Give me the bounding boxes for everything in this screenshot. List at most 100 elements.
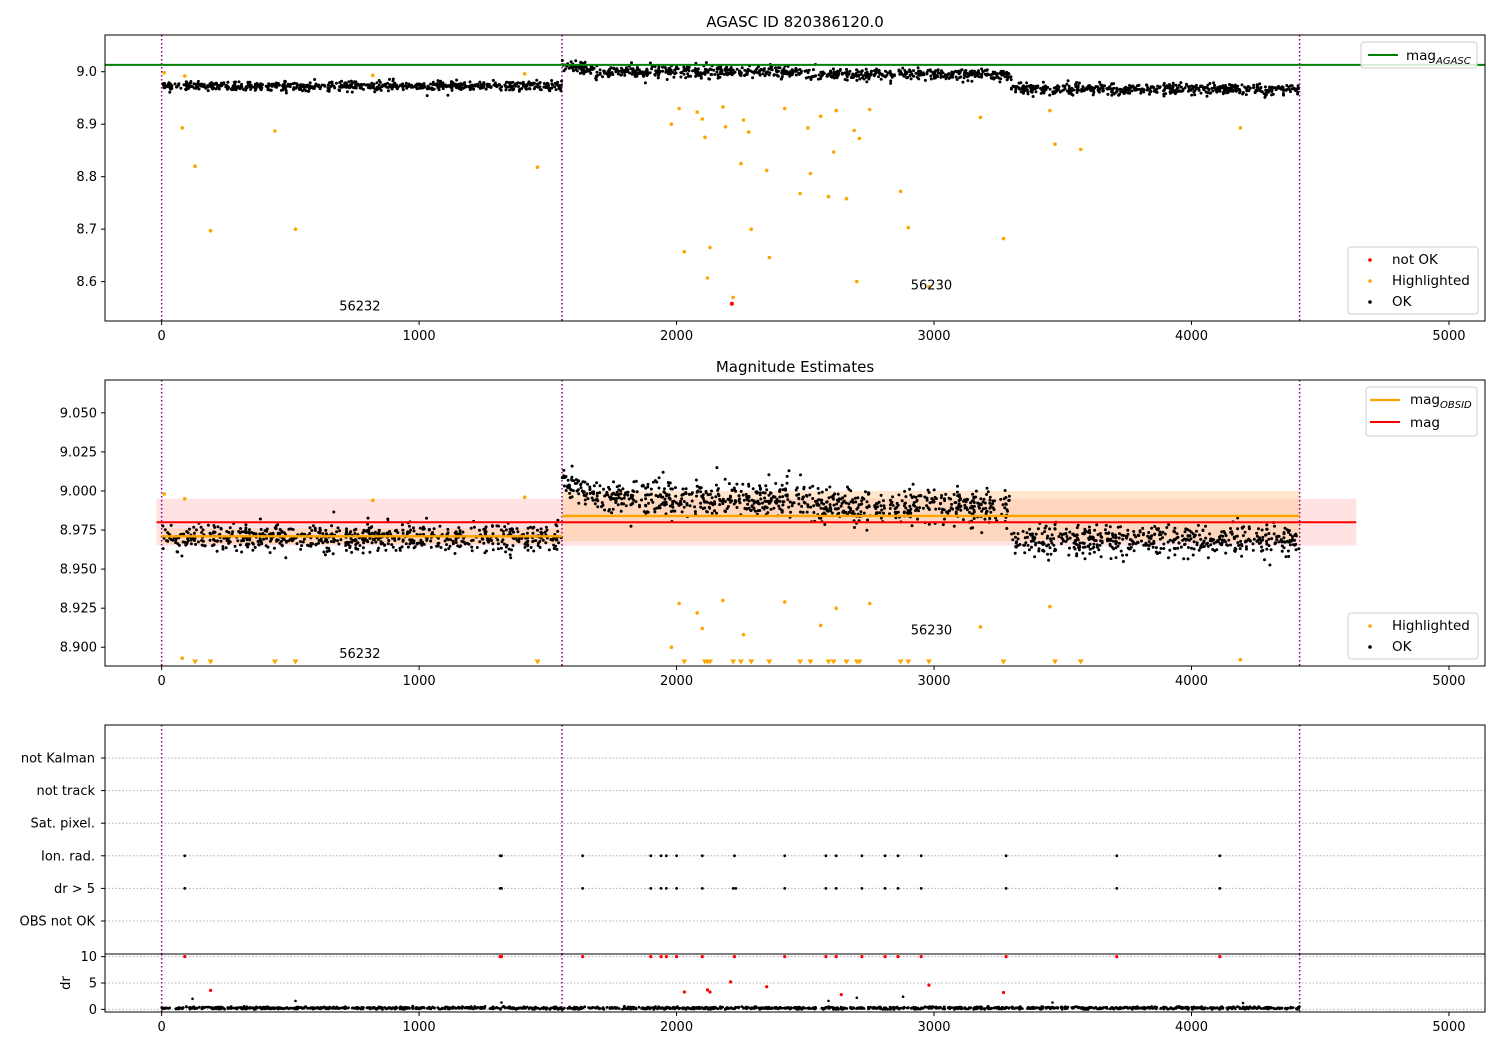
highlighted-point bbox=[783, 107, 787, 111]
ok-point bbox=[362, 546, 365, 549]
highlighted-point bbox=[162, 492, 166, 496]
ok-point bbox=[938, 72, 941, 75]
ok-point bbox=[915, 507, 918, 510]
ok-point bbox=[825, 488, 828, 491]
ok-point bbox=[877, 75, 880, 78]
ok-point bbox=[711, 496, 714, 499]
ok-point bbox=[401, 545, 404, 548]
flag-point bbox=[701, 887, 704, 890]
ok-point bbox=[492, 532, 495, 535]
ok-point bbox=[948, 77, 951, 80]
x-tick-label: 5000 bbox=[1432, 674, 1465, 689]
ok-point bbox=[700, 77, 703, 80]
ok-point bbox=[184, 88, 187, 91]
ok-point bbox=[782, 500, 785, 503]
ok-point bbox=[1041, 87, 1044, 90]
ok-point bbox=[657, 74, 660, 77]
ok-point bbox=[350, 551, 353, 554]
ok-point bbox=[423, 527, 426, 530]
ok-point bbox=[494, 81, 497, 84]
ok-point bbox=[393, 539, 396, 542]
ok-point bbox=[1024, 86, 1027, 89]
ok-point bbox=[1023, 551, 1026, 554]
ok-point bbox=[437, 79, 440, 82]
ok-point bbox=[713, 500, 716, 503]
ok-point bbox=[680, 497, 683, 500]
ok-point bbox=[1192, 554, 1195, 557]
ok-point bbox=[1201, 542, 1204, 545]
ok-point bbox=[908, 68, 911, 71]
ok-point bbox=[244, 529, 247, 532]
y-tick-label: 9.0 bbox=[76, 65, 97, 80]
y-tick-label: 8.6 bbox=[76, 275, 97, 290]
ok-point bbox=[303, 85, 306, 88]
ok-point bbox=[764, 484, 767, 487]
ok-point bbox=[329, 85, 332, 88]
ok-point bbox=[1067, 79, 1070, 82]
ok-point bbox=[930, 78, 933, 81]
ok-point bbox=[1265, 548, 1268, 551]
ok-point bbox=[193, 532, 196, 535]
ok-point bbox=[738, 70, 741, 73]
ok-point bbox=[1253, 538, 1256, 541]
ok-point bbox=[999, 498, 1002, 501]
ok-point bbox=[969, 501, 972, 504]
ok-point bbox=[481, 538, 484, 541]
ok-point bbox=[1255, 532, 1258, 535]
ok-point bbox=[610, 511, 613, 514]
ok-point bbox=[916, 518, 919, 521]
ok-point bbox=[998, 80, 1001, 83]
ok-point bbox=[1259, 86, 1262, 89]
highlighted-point bbox=[868, 602, 872, 606]
ok-point bbox=[777, 66, 780, 69]
ok-point bbox=[1204, 537, 1207, 540]
ok-point bbox=[394, 84, 397, 87]
highlighted-point bbox=[706, 276, 710, 280]
ok-point bbox=[550, 82, 553, 85]
ok-point bbox=[599, 484, 602, 487]
ok-point bbox=[677, 67, 680, 70]
ok-point bbox=[1233, 537, 1236, 540]
ok-point bbox=[971, 526, 974, 529]
ok-point bbox=[1063, 533, 1066, 536]
ok-point bbox=[1153, 533, 1156, 536]
ok-point bbox=[1046, 86, 1049, 89]
ok-point bbox=[794, 67, 797, 70]
ok-point bbox=[708, 507, 711, 510]
ok-point bbox=[405, 542, 408, 545]
ok-point bbox=[855, 508, 858, 511]
ok-point bbox=[430, 532, 433, 535]
ok-point bbox=[605, 72, 608, 75]
ok-point bbox=[792, 70, 795, 73]
ok-point bbox=[1220, 530, 1223, 533]
highlighted-point bbox=[523, 495, 527, 499]
ok-point bbox=[203, 83, 206, 86]
ok-point bbox=[928, 491, 931, 494]
ok-point bbox=[946, 73, 949, 76]
ok-point bbox=[675, 501, 678, 504]
ok-point bbox=[889, 79, 892, 82]
ok-point bbox=[456, 85, 459, 88]
ok-point bbox=[1172, 84, 1175, 87]
ok-point bbox=[1022, 92, 1025, 95]
ok-point bbox=[674, 495, 677, 498]
ok-point bbox=[361, 531, 364, 534]
ok-point bbox=[959, 509, 962, 512]
ok-point bbox=[617, 503, 620, 506]
ok-point bbox=[811, 497, 814, 500]
flag-point bbox=[884, 887, 887, 890]
ok-point bbox=[715, 70, 718, 73]
ok-point bbox=[487, 541, 490, 544]
ok-point bbox=[319, 87, 322, 90]
ok-point bbox=[1008, 499, 1011, 502]
ok-point bbox=[699, 490, 702, 493]
ok-point bbox=[254, 89, 257, 92]
highlighted-point bbox=[183, 74, 187, 78]
ok-point bbox=[1192, 86, 1195, 89]
ok-point bbox=[943, 518, 946, 521]
ok-point bbox=[1068, 85, 1071, 88]
ok-point bbox=[746, 503, 749, 506]
ok-point bbox=[302, 541, 305, 544]
ok-point bbox=[209, 539, 212, 542]
highlighted-point bbox=[806, 126, 810, 130]
